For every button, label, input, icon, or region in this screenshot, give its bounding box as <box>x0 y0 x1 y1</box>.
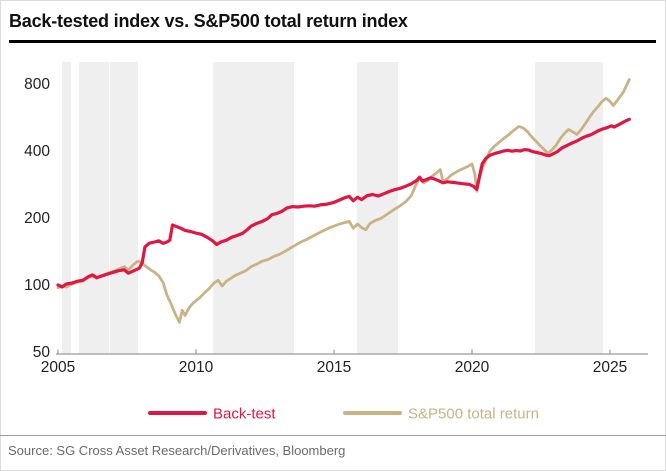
title-rule <box>9 40 656 43</box>
x-axis-label: 2010 <box>179 359 214 376</box>
page-title: Back-tested index vs. S&P500 total retur… <box>9 11 408 31</box>
legend-label-sp500: S&P500 total return <box>408 406 539 423</box>
x-axis-label: 2025 <box>593 359 627 376</box>
y-axis-label: 50 <box>33 344 51 361</box>
chart-footer: Source: SG Cross Asset Research/Derivati… <box>0 435 666 464</box>
y-axis-label: 100 <box>24 277 50 294</box>
sp500-line <box>56 78 631 324</box>
background-band <box>213 62 294 354</box>
background-band <box>109 62 139 354</box>
y-axis-label: 200 <box>24 210 50 227</box>
source-text: Source: SG Cross Asset Research/Derivati… <box>8 443 346 458</box>
y-axis-label: 400 <box>24 143 50 160</box>
backtest-line <box>56 117 631 289</box>
y-axis-label: 800 <box>24 76 50 93</box>
x-axis-label: 2015 <box>317 359 351 376</box>
background-band <box>356 62 398 354</box>
x-axis-label: 2020 <box>455 359 490 376</box>
chart-header: Back-tested index vs. S&P500 total retur… <box>0 0 666 43</box>
background-band <box>79 62 110 354</box>
x-axis-label: 2005 <box>41 359 75 376</box>
legend-label-backtest: Back-test <box>213 406 276 423</box>
background-band <box>534 62 604 354</box>
chart: 2005 2010 2015 2020 2025 50 100 200 400 800 Back-t… <box>24 62 648 423</box>
background-band <box>61 62 71 354</box>
